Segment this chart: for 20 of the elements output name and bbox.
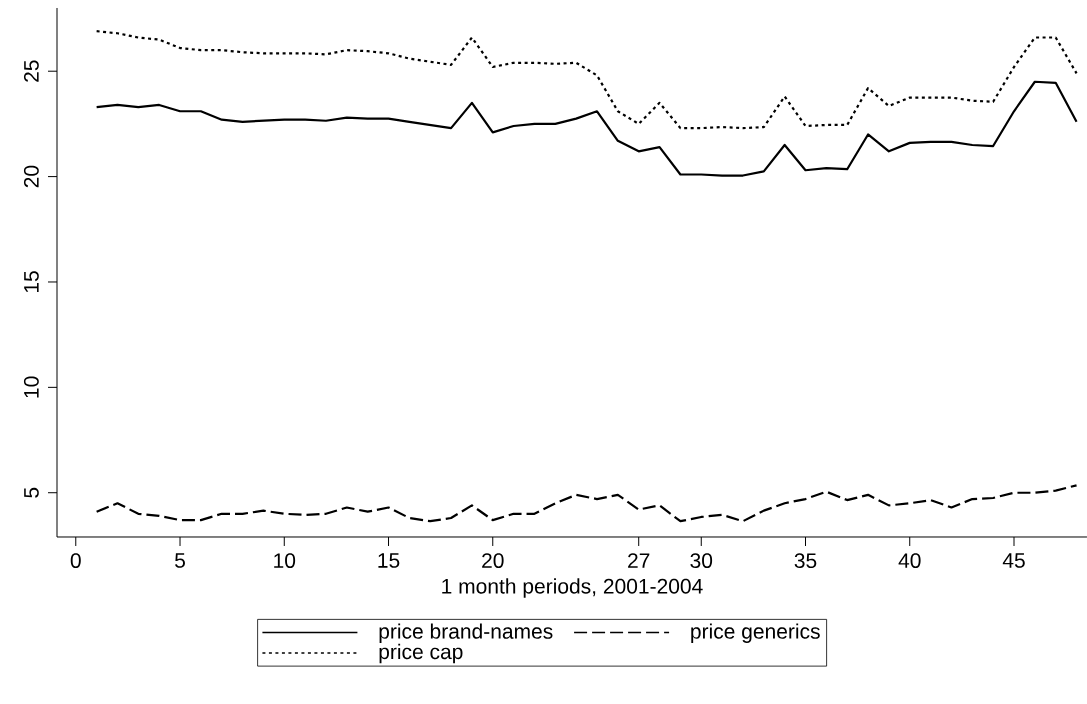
y-tick-label: 10 (23, 376, 39, 398)
x-tick-label: 35 (794, 553, 817, 569)
legend-label: price generics (691, 623, 820, 643)
legend-label: price brand-names (379, 623, 553, 643)
x-tick-label: 45 (1002, 553, 1025, 568)
y-tick-label: 5 (24, 487, 39, 498)
legend-label: price cap (379, 643, 463, 664)
x-tick-label: 15 (378, 553, 400, 568)
x-tick-label: 10 (274, 553, 296, 569)
x-tick-label: 5 (175, 553, 185, 568)
x-tick-label: 20 (482, 553, 504, 569)
y-tick-label: 15 (24, 271, 39, 293)
x-tick-label: 30 (690, 553, 713, 569)
x-tick-label: 0 (70, 553, 81, 569)
x-tick-label: 27 (628, 553, 650, 568)
x-tick-label: 40 (898, 553, 921, 569)
y-tick-label: 20 (23, 165, 39, 188)
x-axis-title: 1 month periods, 2001-2004 (442, 578, 703, 598)
y-tick-label: 25 (23, 60, 39, 82)
line-series (95, 484, 1078, 523)
